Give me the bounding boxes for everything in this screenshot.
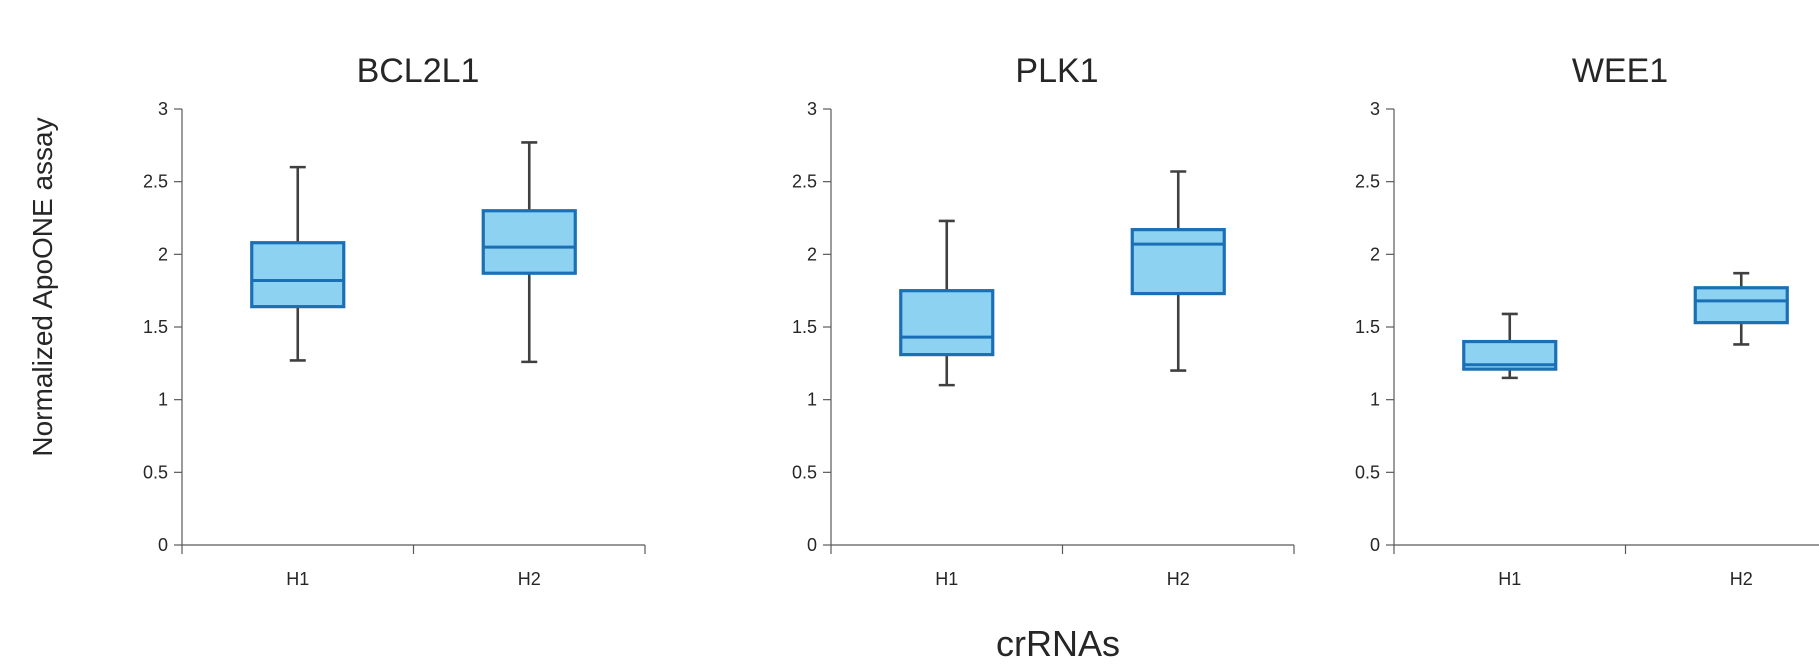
x-tick-label: H2 bbox=[518, 569, 541, 589]
y-tick-label: 0.5 bbox=[792, 462, 817, 482]
y-tick-label: 2.5 bbox=[1355, 172, 1380, 192]
y-tick-label: 1.5 bbox=[792, 317, 817, 337]
chart-panel-wee1: WEE1 0 0.5 1 1.5 2 2.5 3 H1 H2 bbox=[1355, 52, 1819, 589]
y-tick-label: 0 bbox=[1370, 535, 1380, 555]
chart-title: BCL2L1 bbox=[357, 52, 480, 90]
box-iqr bbox=[481, 209, 577, 275]
x-tick-label: H1 bbox=[935, 569, 958, 589]
chart-panel-plk1: PLK1 0 0.5 1 1.5 2 2.5 3 H1 H2 bbox=[792, 52, 1295, 589]
box-iqr bbox=[899, 289, 995, 357]
chart-title: WEE1 bbox=[1572, 52, 1668, 90]
box-iqr bbox=[1693, 286, 1789, 325]
y-tick-label: 2 bbox=[1370, 244, 1380, 264]
box-h2 bbox=[1693, 271, 1789, 346]
y-tick-label: 2.5 bbox=[143, 172, 168, 192]
y-axis-label: Normalized ApoONE assay bbox=[27, 117, 58, 456]
x-tick-label: H1 bbox=[286, 569, 309, 589]
box-h2 bbox=[481, 141, 577, 364]
y-tick-label: 3 bbox=[1370, 99, 1380, 119]
x-tick-label: H1 bbox=[1498, 569, 1521, 589]
y-tick-label: 2.5 bbox=[792, 172, 817, 192]
y-tick-label: 0.5 bbox=[143, 462, 168, 482]
chart-panel-bcl2l1: BCL2L1 0 0.5 1 1.5 2 2.5 3 H1 H2 bbox=[143, 52, 646, 589]
y-tick-label: 1 bbox=[158, 390, 168, 410]
box-iqr bbox=[1130, 228, 1226, 296]
x-tick-label: H2 bbox=[1167, 569, 1190, 589]
y-tick-label: 3 bbox=[807, 99, 817, 119]
y-tick-label: 2 bbox=[807, 244, 817, 264]
box-h1 bbox=[250, 165, 346, 362]
box-iqr bbox=[250, 241, 346, 309]
x-tick-label: H2 bbox=[1730, 569, 1753, 589]
y-tick-label: 0 bbox=[807, 535, 817, 555]
box-h2 bbox=[1130, 170, 1226, 372]
x-axis-label: crRNAs bbox=[996, 623, 1120, 664]
y-tick-label: 1 bbox=[807, 390, 817, 410]
box-h1 bbox=[899, 219, 995, 387]
chart-title: PLK1 bbox=[1015, 52, 1098, 90]
y-tick-label: 2 bbox=[158, 244, 168, 264]
y-tick-label: 3 bbox=[158, 99, 168, 119]
box-h1 bbox=[1462, 312, 1558, 380]
y-tick-label: 0.5 bbox=[1355, 462, 1380, 482]
y-tick-label: 1.5 bbox=[143, 317, 168, 337]
y-tick-label: 1.5 bbox=[1355, 317, 1380, 337]
y-tick-label: 1 bbox=[1370, 390, 1380, 410]
y-tick-label: 0 bbox=[158, 535, 168, 555]
